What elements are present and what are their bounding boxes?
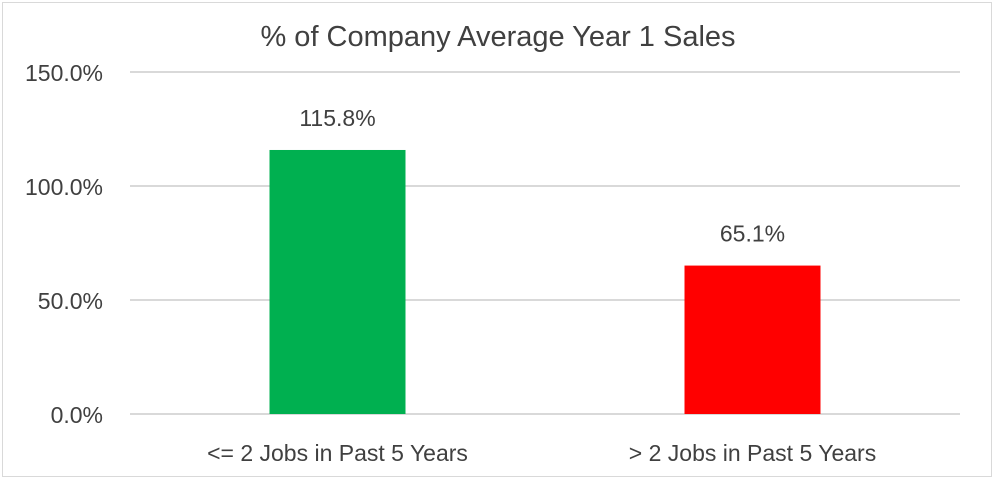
y-tick-label: 50.0%	[38, 288, 103, 314]
y-tick-label: 0.0%	[51, 402, 103, 428]
data-labels: 115.8% 65.1%	[299, 105, 785, 247]
data-label: 115.8%	[299, 105, 375, 131]
y-axis-tick-labels: 0.0% 50.0% 100.0% 150.0%	[25, 60, 103, 428]
y-tick-label: 150.0%	[25, 60, 103, 86]
chart-frame	[2, 2, 992, 477]
x-axis-tick-labels: <= 2 Jobs in Past 5 Years > 2 Jobs in Pas…	[207, 440, 876, 466]
x-tick-label: <= 2 Jobs in Past 5 Years	[207, 440, 468, 466]
x-tick-label: > 2 Jobs in Past 5 Years	[629, 440, 876, 466]
gridlines	[130, 71, 960, 415]
data-label: 65.1%	[720, 221, 785, 247]
y-tick-label: 100.0%	[25, 174, 103, 200]
chart-title: % of Company Average Year 1 Sales	[260, 21, 735, 53]
bar	[269, 149, 406, 414]
bars	[269, 149, 821, 414]
bar	[684, 265, 821, 414]
